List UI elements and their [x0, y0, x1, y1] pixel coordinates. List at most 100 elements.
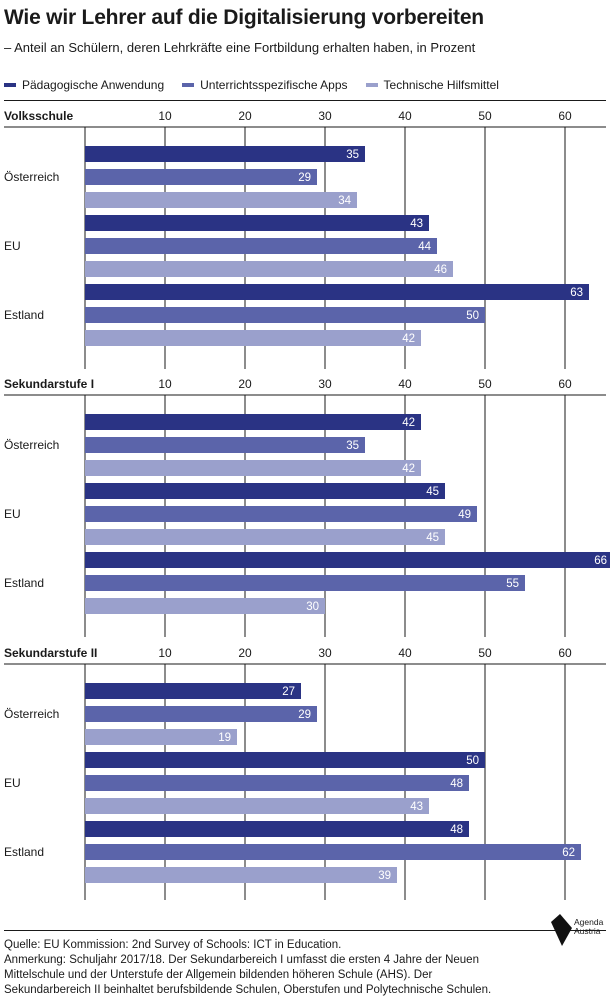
data-label: 45	[426, 486, 439, 498]
x-tick-label: 20	[238, 646, 252, 660]
x-tick-label: 30	[318, 109, 332, 123]
bar	[85, 307, 485, 323]
x-tick-label: 10	[158, 377, 172, 391]
footer-divider	[4, 930, 606, 931]
chart-subtitle: – Anteil an Schülern, deren Lehrkräfte e…	[4, 40, 476, 55]
legend-swatch-3	[365, 83, 378, 87]
data-label: 44	[418, 241, 431, 253]
x-tick-label: 30	[318, 646, 332, 660]
logo-text: Agenda Austria	[574, 918, 603, 936]
category-label: EU	[4, 239, 21, 253]
bar	[85, 821, 469, 837]
data-label: 29	[298, 172, 311, 184]
x-tick-label: 10	[158, 646, 172, 660]
bar	[85, 238, 437, 254]
logo-text-line-2: Austria	[574, 926, 601, 936]
data-label: 45	[426, 532, 439, 544]
source-note: Quelle: EU Kommission: 2nd Survey of Sch…	[4, 939, 342, 951]
bar	[85, 844, 581, 860]
bar	[85, 798, 429, 814]
legend-item-paedagogische-anwendung: Pädagogische Anwendung	[4, 78, 164, 92]
chart-title: Wie wir Lehrer auf die Digitalisierung v…	[4, 6, 484, 29]
bar	[85, 169, 317, 185]
data-label: 48	[450, 778, 463, 790]
legend-swatch-1	[4, 83, 16, 87]
bar-chart: Volksschule 10 20 30 40 50 60 Österreich 35 29 34 E…	[4, 109, 610, 900]
annotation-line-2: Mittelschule und der Unterstufe der Allg…	[4, 969, 433, 981]
annotation-line-3: Sekundarbereich II beinhaltet berufsbild…	[4, 984, 492, 996]
category-label: Österreich	[4, 170, 59, 184]
x-tick-label: 40	[398, 646, 412, 660]
bar	[85, 261, 453, 277]
data-label: 62	[562, 847, 575, 859]
category-label: Österreich	[4, 438, 59, 452]
annotation-line-1: Anmerkung: Schuljahr 2017/18. Der Sekund…	[4, 954, 479, 966]
data-label: 39	[378, 870, 391, 882]
legend-label-1: Pädagogische Anwendung	[22, 78, 165, 92]
data-label: 35	[346, 149, 359, 161]
data-label: 46	[434, 264, 447, 276]
bar	[85, 146, 365, 162]
bar	[85, 437, 365, 453]
data-label: 43	[410, 801, 423, 813]
legend-item-technische-hilfsmittel: Technische Hilfsmittel	[365, 78, 499, 92]
category-label: Estland	[4, 845, 44, 859]
bar	[85, 683, 301, 699]
logo-text-line-1: Agenda	[574, 917, 604, 927]
bar	[85, 192, 357, 208]
x-tick-label: 20	[238, 109, 252, 123]
x-tick-label: 50	[478, 109, 492, 123]
legend-divider	[4, 100, 606, 101]
data-label: 66	[594, 555, 607, 567]
bar	[85, 460, 421, 476]
data-label: 42	[402, 417, 415, 429]
bar	[85, 775, 469, 791]
category-label: Estland	[4, 576, 44, 590]
bar	[85, 575, 525, 591]
data-label: 30	[306, 601, 319, 613]
data-label: 48	[450, 824, 463, 836]
data-label: 50	[466, 310, 479, 322]
data-label: 42	[402, 463, 415, 475]
data-label: 43	[410, 218, 423, 230]
data-label: 29	[298, 709, 311, 721]
x-tick-label: 50	[478, 377, 492, 391]
legend-swatch-2	[182, 83, 195, 87]
logo-mark-icon	[551, 914, 572, 946]
bar	[85, 867, 397, 883]
bar	[85, 729, 237, 745]
legend-label-3: Technische Hilfsmittel	[383, 78, 499, 92]
x-tick-label: 40	[398, 109, 412, 123]
data-label: 27	[282, 686, 295, 698]
bar	[85, 483, 445, 499]
panel-title: Sekundarstufe I	[4, 377, 94, 391]
bar	[85, 215, 429, 231]
data-label: 42	[402, 333, 415, 345]
category-label: Estland	[4, 308, 44, 322]
legend-label-2: Unterrichtsspezifische Apps	[200, 78, 348, 92]
x-tick-label: 20	[238, 377, 252, 391]
legend: Pädagogische Anwendung Unterrichtsspezif…	[4, 78, 499, 92]
x-tick-label: 60	[558, 377, 572, 391]
bar	[85, 529, 445, 545]
x-tick-label: 60	[558, 109, 572, 123]
x-tick-label: 60	[558, 646, 572, 660]
data-label: 50	[466, 755, 479, 767]
data-label: 49	[458, 509, 471, 521]
data-label: 19	[218, 732, 231, 744]
panel-title: Volksschule	[4, 109, 73, 123]
bar	[85, 598, 325, 614]
legend-item-unterrichtsspezifische-apps: Unterrichtsspezifische Apps	[182, 78, 348, 92]
data-label: 34	[338, 195, 351, 207]
x-tick-label: 40	[398, 377, 412, 391]
bar	[85, 506, 477, 522]
x-tick-label: 10	[158, 109, 172, 123]
panel-title: Sekundarstufe II	[4, 646, 97, 660]
bar	[85, 706, 317, 722]
x-tick-label: 50	[478, 646, 492, 660]
bar	[85, 330, 421, 346]
footer: Quelle: EU Kommission: 2nd Survey of Sch…	[4, 938, 564, 998]
bar	[85, 752, 485, 768]
data-label: 55	[506, 578, 519, 590]
agenda-austria-logo	[551, 914, 572, 946]
